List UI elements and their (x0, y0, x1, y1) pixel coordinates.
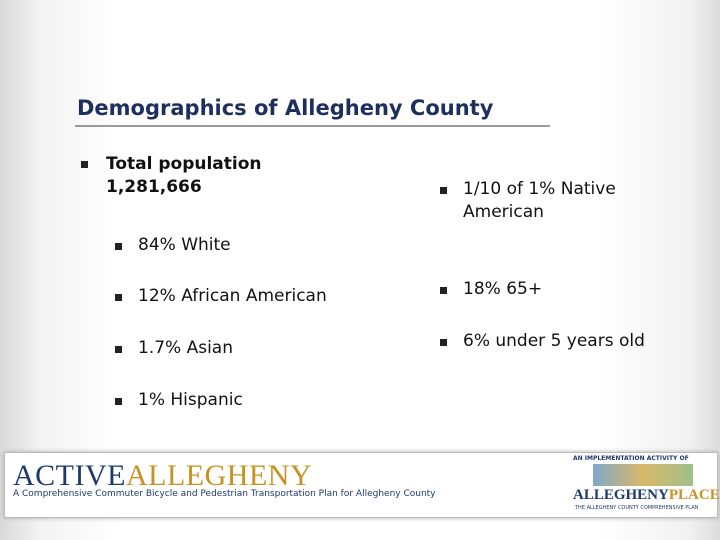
partner-subtitle: THE ALLEGHENY COUNTY COMPREHENSIVE PLAN (575, 505, 699, 511)
bullet-text: 6% under 5 years old (463, 331, 645, 351)
bullet (440, 287, 447, 294)
bullet-text: 1/10 of 1% Native American (463, 179, 616, 222)
slide-title: Demographics of Allegheny County (77, 96, 494, 120)
bullet-text: 84% White (138, 235, 231, 255)
bullet (115, 294, 122, 301)
bullet (440, 339, 447, 346)
brand-part: ACTIVE (13, 459, 126, 492)
brand: ACTIVEALLEGHENY (13, 459, 312, 493)
footer-banner: ACTIVEALLEGHENY A Comprehensive Commuter… (4, 452, 720, 518)
bullet (115, 346, 122, 353)
bullet (115, 243, 122, 250)
brand-part: ALLEGHENY (125, 459, 313, 492)
bullet-text: Total population (106, 154, 262, 174)
partner-caption: AN IMPLEMENTATION ACTIVITY OF (573, 455, 689, 462)
bullet (440, 187, 447, 194)
bullet-text: 1% Hispanic (138, 390, 243, 410)
partner-name: ALLEGHENYPLACES (573, 487, 720, 504)
bullet-text: 12% African American (138, 286, 327, 306)
partner-part: PLACES (668, 487, 720, 503)
bullet (81, 161, 88, 168)
bullet-text: 1.7% Asian (138, 338, 233, 358)
tagline: A Comprehensive Commuter Bicycle and Ped… (13, 489, 436, 499)
partner-part: ALLEGHENY (573, 487, 669, 503)
bullet-text: 18% 65+ (463, 279, 543, 299)
title-rule (75, 125, 550, 127)
bullet (115, 398, 122, 405)
partner-graphic (593, 464, 693, 486)
bullet-text: 1,281,666 (106, 177, 202, 197)
